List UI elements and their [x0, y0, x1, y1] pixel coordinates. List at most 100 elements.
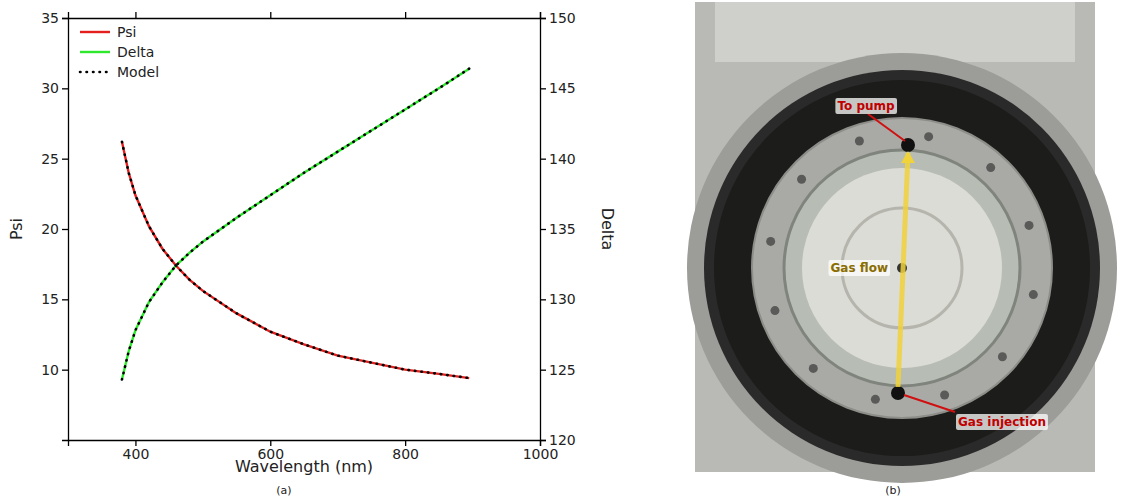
tick-label: 800: [392, 446, 419, 462]
tick: [405, 12, 406, 18]
axis-y2ticks: 120 125 130 135 140 145 150: [540, 10, 576, 448]
tick-mark: [405, 12, 406, 18]
bolt-hole: [797, 175, 806, 184]
tick-label: 150: [549, 10, 576, 26]
tick-label: 20: [41, 221, 59, 237]
tick-label: 30: [41, 80, 59, 96]
gas-flow-arrow: [898, 153, 908, 387]
tick-label: 400: [123, 446, 150, 462]
tick-mark: [540, 88, 546, 89]
tick-label: 145: [549, 80, 576, 96]
label-patch: [835, 98, 897, 114]
gas-flow-arrowhead: [901, 151, 915, 163]
tick: 10: [41, 362, 68, 378]
label-patch: [956, 414, 1048, 430]
bolt-hole: [1025, 221, 1034, 230]
tick-label: 1000: [523, 446, 559, 462]
tick-mark: [62, 299, 68, 300]
chamber-top: [715, 2, 1075, 62]
label-patch: [829, 260, 891, 276]
tick-mark: [540, 370, 546, 371]
tick: 120: [540, 432, 576, 448]
tick: 140: [540, 151, 576, 167]
pump-leader: [868, 114, 905, 141]
flange-ring: [784, 150, 1020, 386]
injection-port: [891, 386, 905, 400]
tick: [270, 12, 271, 18]
tick-mark: [135, 12, 136, 18]
legend-label: Delta: [117, 44, 154, 60]
tick-label: 140: [549, 151, 576, 167]
series-line: [122, 69, 469, 380]
tick-mark: [62, 18, 68, 19]
legend-swatch: [80, 31, 110, 33]
tick: 35: [41, 10, 68, 26]
tick-mark: [540, 299, 546, 300]
tick-label: 135: [549, 221, 576, 237]
chamber-inner: [714, 80, 1090, 456]
legend-swatch: [80, 51, 110, 53]
bolt-hole: [940, 391, 949, 400]
chamber-rim: [687, 53, 1117, 483]
y2-axis-title: Delta: [598, 208, 617, 251]
tick: 800: [392, 440, 419, 462]
photo-label: Gas injection: [958, 415, 1046, 429]
photo-label: To pump: [837, 99, 895, 113]
tick-mark: [62, 370, 68, 371]
tick-mark: [540, 18, 546, 19]
bolt-hole: [998, 352, 1007, 361]
tick-label: 125: [549, 362, 576, 378]
panel-caption: (b): [885, 484, 901, 497]
series-line: [122, 69, 469, 380]
tick-mark: [540, 159, 546, 160]
bolt-hole: [1029, 290, 1038, 299]
tick: 25: [41, 151, 68, 167]
tick-mark: [540, 440, 546, 441]
tick-mark: [62, 88, 68, 89]
tick-mark: [540, 229, 546, 230]
tick-mark: [62, 159, 68, 160]
tick: 145: [540, 80, 576, 96]
tick: 130: [540, 291, 576, 307]
tick: [540, 12, 541, 18]
tick: [135, 12, 136, 18]
tick: 15: [41, 291, 68, 307]
legend-label: Psi: [117, 24, 136, 40]
axis-line: [62, 19, 69, 441]
photo-panel: To pump Gas flow Gas injection: [687, 2, 1117, 483]
bolt-hole: [986, 163, 995, 172]
tick: 125: [540, 362, 576, 378]
tick-mark: [62, 229, 68, 230]
tick: 150: [540, 10, 576, 26]
tick-mark: [270, 12, 271, 18]
tick-label: 25: [41, 151, 59, 167]
tick-label: 130: [549, 291, 576, 307]
injection-leader: [904, 395, 955, 412]
legend-swatch: [80, 71, 110, 74]
tick-label: 15: [41, 291, 59, 307]
tick: 135: [540, 221, 576, 237]
tick: 400: [123, 440, 150, 462]
bolt-hole: [924, 132, 933, 141]
photo-label: Gas flow: [831, 261, 889, 275]
bolt-hole: [855, 136, 864, 145]
axis-line: [541, 19, 547, 441]
series-line: [122, 142, 469, 378]
axis-yticks: 10 15 20 25 30 35: [41, 10, 68, 441]
flange: [752, 118, 1052, 418]
panel-caption: (a): [276, 484, 291, 497]
bolt-hole: [809, 364, 818, 373]
figure: 4006008001000101520253035120125130135140…: [0, 0, 1123, 501]
tick: 20: [41, 221, 68, 237]
tick-mark: [540, 12, 541, 18]
bolt-hole: [770, 306, 779, 315]
legend-label: Model: [117, 64, 159, 80]
plot-area: [122, 69, 469, 380]
y-axis-title: Psi: [7, 218, 26, 240]
tick: 30: [41, 80, 68, 96]
bolt-hole: [871, 395, 880, 404]
axis-xticks: [69, 12, 541, 19]
axis-line: [69, 12, 541, 19]
tick-label: 10: [41, 362, 59, 378]
x-axis-title: Wavelength (nm): [235, 457, 373, 476]
